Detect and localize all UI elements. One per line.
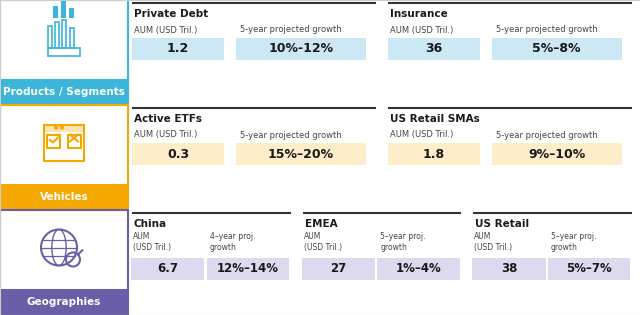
- Bar: [236, 143, 366, 165]
- Text: Vehicles: Vehicles: [40, 192, 88, 202]
- Bar: [0, 79, 128, 105]
- Text: 27: 27: [330, 262, 346, 276]
- Bar: [48, 48, 80, 55]
- Bar: [55, 21, 59, 48]
- Bar: [0, 105, 128, 210]
- Bar: [69, 8, 74, 18]
- Text: 1%–4%: 1%–4%: [396, 262, 441, 276]
- Text: 5%–7%: 5%–7%: [566, 262, 612, 276]
- Bar: [301, 258, 375, 280]
- Text: Geographies: Geographies: [27, 297, 101, 307]
- Bar: [70, 27, 74, 48]
- Text: EMEA: EMEA: [305, 219, 337, 229]
- Text: 5-year projected growth: 5-year projected growth: [239, 26, 341, 35]
- Bar: [0, 105, 128, 210]
- Bar: [62, 20, 66, 48]
- Text: AUM (USD Tril.): AUM (USD Tril.): [390, 130, 453, 140]
- Text: AUM (USD Tril.): AUM (USD Tril.): [134, 130, 197, 140]
- Text: 15%–20%: 15%–20%: [268, 147, 333, 161]
- Bar: [0, 289, 128, 315]
- Text: 5-year projected growth: 5-year projected growth: [239, 130, 341, 140]
- Bar: [0, 210, 128, 315]
- Bar: [492, 143, 622, 165]
- Text: 0.3: 0.3: [167, 147, 189, 161]
- Text: AUM
(USD Tril.): AUM (USD Tril.): [133, 232, 171, 252]
- Text: AUM (USD Tril.): AUM (USD Tril.): [390, 26, 453, 35]
- Text: 1.2: 1.2: [167, 43, 189, 55]
- Bar: [47, 135, 60, 147]
- Bar: [0, 210, 128, 315]
- Text: China: China: [134, 219, 167, 229]
- Bar: [377, 258, 460, 280]
- Text: 5%–8%: 5%–8%: [532, 43, 581, 55]
- Text: 10%-12%: 10%-12%: [268, 43, 333, 55]
- Bar: [53, 5, 58, 18]
- Text: AUM (USD Tril.): AUM (USD Tril.): [134, 26, 197, 35]
- Text: 5–year proj.
growth: 5–year proj. growth: [551, 232, 596, 252]
- Text: Private Debt: Private Debt: [134, 9, 208, 19]
- Bar: [236, 38, 366, 60]
- Text: 5-year projected growth: 5-year projected growth: [495, 130, 597, 140]
- Bar: [207, 258, 289, 280]
- Bar: [0, 0, 128, 105]
- Text: US Retail SMAs: US Retail SMAs: [390, 114, 480, 124]
- Text: 38: 38: [501, 262, 517, 276]
- Bar: [48, 26, 52, 48]
- Text: 1.8: 1.8: [423, 147, 445, 161]
- Circle shape: [61, 126, 63, 129]
- Bar: [44, 124, 84, 131]
- Circle shape: [54, 126, 58, 129]
- Bar: [0, 184, 128, 210]
- Text: Insurance: Insurance: [390, 9, 448, 19]
- Text: AUM
(USD Tril.): AUM (USD Tril.): [474, 232, 513, 252]
- Bar: [132, 38, 224, 60]
- Text: 5–year proj.
growth: 5–year proj. growth: [380, 232, 426, 252]
- Text: 4–year proj.
growth: 4–year proj. growth: [209, 232, 255, 252]
- Bar: [132, 143, 224, 165]
- Bar: [61, 0, 66, 18]
- Text: Active ETFs: Active ETFs: [134, 114, 202, 124]
- Bar: [472, 258, 546, 280]
- Bar: [0, 0, 128, 105]
- Text: US Retail: US Retail: [476, 219, 529, 229]
- Text: 5-year projected growth: 5-year projected growth: [495, 26, 597, 35]
- Bar: [388, 38, 480, 60]
- Text: 36: 36: [426, 43, 443, 55]
- Bar: [388, 143, 480, 165]
- Text: 12%–14%: 12%–14%: [217, 262, 278, 276]
- Bar: [492, 38, 622, 60]
- Bar: [548, 258, 630, 280]
- Text: 6.7: 6.7: [157, 262, 178, 276]
- Bar: [131, 258, 204, 280]
- Text: Products / Segments: Products / Segments: [3, 87, 125, 97]
- Text: AUM
(USD Tril.): AUM (USD Tril.): [303, 232, 342, 252]
- Bar: [68, 135, 81, 147]
- Text: 9%–10%: 9%–10%: [528, 147, 585, 161]
- Bar: [44, 124, 84, 161]
